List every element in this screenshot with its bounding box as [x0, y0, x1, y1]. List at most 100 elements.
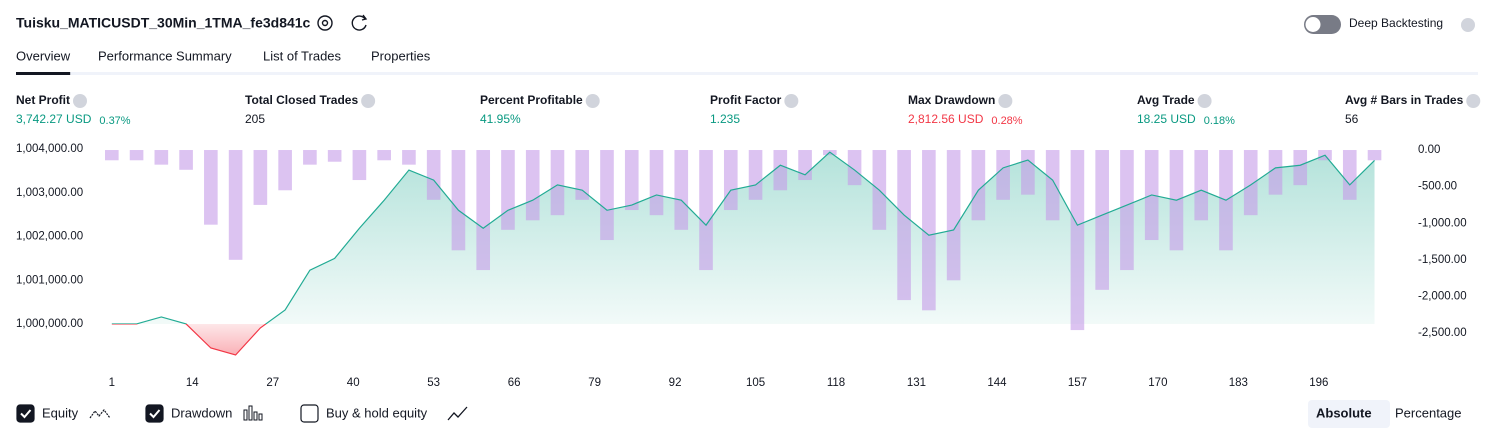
check-mark [149, 409, 161, 419]
y-tick-label: 1,001,000.00 [16, 274, 83, 286]
tab[interactable]: Overview [16, 48, 71, 63]
drawdown-bar [748, 150, 763, 200]
drawdown-bar [674, 150, 689, 230]
drawdown-bar [204, 150, 218, 225]
x-tick-label: 131 [907, 377, 926, 389]
metric-label: Avg # Bars in Trades [1345, 93, 1464, 107]
drawdown-bar [253, 150, 268, 205]
mode-button[interactable]: Absolute [1316, 405, 1372, 420]
drawdown-bar [1120, 150, 1134, 271]
x-tick-label: 183 [1229, 377, 1248, 389]
tab[interactable]: Performance Summary [98, 48, 232, 63]
metric-label: Avg Trade [1137, 93, 1195, 107]
buy-hold-checkbox[interactable] [300, 404, 319, 423]
metric-value: 18.25 USD [1137, 112, 1196, 126]
y2-tick-label: -2,500.00 [1418, 327, 1467, 339]
metric-value: 41.95% [480, 112, 521, 126]
drawdown-bar [946, 150, 961, 281]
drawdown-bar [575, 150, 590, 200]
drawdown-bar [303, 150, 317, 165]
metric-value: 1.235 [710, 112, 740, 126]
x-tick-label: 14 [186, 377, 199, 389]
drawdown-bar [476, 150, 491, 271]
drawdown-bar [1342, 150, 1357, 200]
x-tick-label: 144 [987, 377, 1007, 389]
legend-label: Buy & hold equity [326, 405, 428, 420]
info-icon [361, 94, 376, 108]
strategy-title: Tuisku_MATICUSDT_30Min_1TMA_fe3d841c [16, 15, 311, 31]
x-tick-label: 27 [266, 377, 279, 389]
equity-area [111, 152, 1375, 356]
drawdown-checkbox[interactable] [145, 404, 164, 423]
deep-backtesting-toggle[interactable] [1304, 15, 1341, 34]
x-tick-label: 40 [347, 377, 360, 389]
active-tab-underline [16, 72, 71, 75]
drawdown-bar [426, 150, 441, 200]
y-tick-label: 1,003,000.00 [16, 187, 83, 199]
x-tick-label: 157 [1068, 377, 1087, 389]
legend-label: Drawdown [171, 405, 232, 420]
y2-tick-label: -1,500.00 [1418, 254, 1467, 266]
metric-value: 3,742.27 USD [16, 112, 92, 126]
drawdown-bar [649, 150, 664, 216]
refresh-icon[interactable] [351, 14, 368, 31]
drawdown-bar [1243, 150, 1258, 216]
metric-value: 205 [245, 112, 265, 126]
x-tick-label: 196 [1309, 377, 1328, 389]
drawdown-bar [600, 150, 614, 241]
deep-backtesting-label: Deep Backtesting [1349, 16, 1443, 30]
drawdown-bar [327, 150, 342, 162]
legend-label: Equity [42, 405, 79, 420]
drawdown-legend-icon [258, 413, 263, 421]
tab[interactable]: List of Trades [263, 48, 342, 63]
drawdown-bar [624, 150, 639, 211]
metric-label: Total Closed Trades [245, 93, 358, 107]
drawdown-bar [501, 150, 515, 230]
info-icon [73, 94, 87, 108]
y2-tick-label: -500.00 [1418, 181, 1457, 193]
x-tick-label: 79 [588, 377, 601, 389]
help-icon[interactable] [1461, 18, 1475, 32]
y-tick-label: 1,000,000.00 [16, 318, 83, 330]
y2-tick-label: -2,000.00 [1418, 290, 1467, 302]
equity-line [111, 151, 1375, 356]
metric-value: 56 [1345, 112, 1359, 126]
x-tick-label: 118 [827, 377, 845, 389]
info-icon [998, 94, 1013, 108]
drawdown-bar [922, 150, 936, 311]
drawdown-bar [377, 150, 391, 161]
metric-label: Max Drawdown [908, 93, 995, 107]
metric-percent: 0.37% [99, 115, 130, 127]
drawdown-bar [798, 150, 812, 181]
mode-button-bg [1308, 400, 1390, 428]
settings-icon[interactable] [317, 15, 333, 31]
drawdown-bar [129, 150, 144, 161]
check-mark [20, 409, 32, 419]
drawdown-bar [278, 150, 292, 191]
drawdown-bar [847, 150, 862, 186]
metric-label: Percent Profitable [480, 93, 583, 107]
info-icon [784, 94, 799, 108]
info-icon [1197, 94, 1212, 108]
equity-legend-icon [89, 409, 111, 419]
y-tick-label: 1,004,000.00 [16, 143, 83, 155]
equity-checkbox[interactable] [16, 404, 35, 423]
drawdown-legend-icon [248, 405, 253, 421]
drawdown-bar [971, 150, 986, 221]
x-tick-label: 105 [746, 377, 765, 389]
drawdown-bar [1070, 150, 1085, 331]
mode-button[interactable]: Percentage [1395, 405, 1462, 420]
metric-label: Profit Factor [710, 93, 782, 107]
metric-percent: 0.18% [1204, 115, 1235, 127]
tab-divider [16, 72, 1478, 75]
y2-tick-label: -1,000.00 [1418, 217, 1467, 229]
tab[interactable]: Properties [371, 48, 431, 63]
drawdown-bar [550, 150, 565, 216]
drawdown-legend-icon [243, 409, 248, 421]
x-tick-label: 92 [669, 377, 682, 389]
drawdown-bar [525, 150, 540, 221]
drawdown-legend-icon [253, 411, 258, 421]
drawdown-bar [179, 150, 193, 170]
